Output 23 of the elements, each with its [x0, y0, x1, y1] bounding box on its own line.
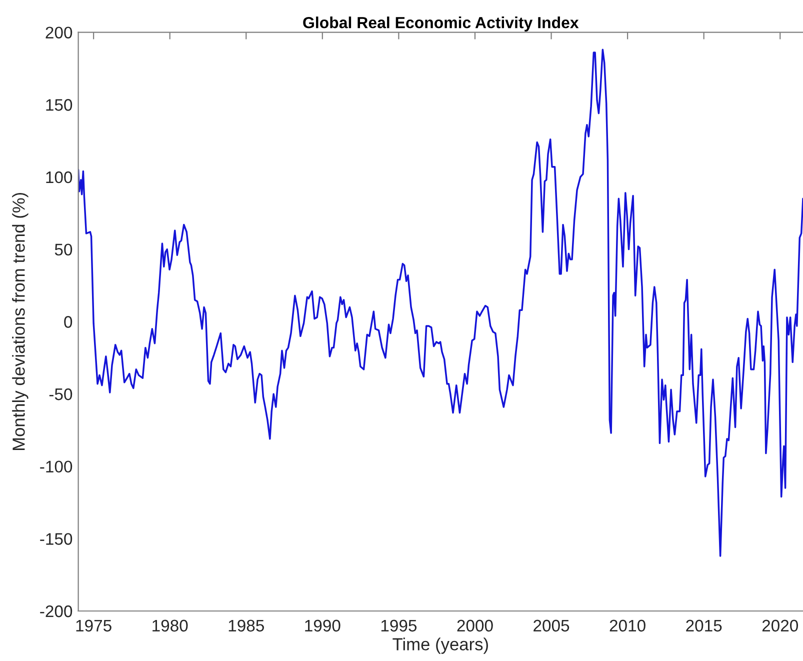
x-tick-label: 1985: [228, 620, 264, 632]
x-tick-label: 2005: [534, 620, 570, 632]
x-tick-label: 1995: [381, 620, 417, 632]
y-tick-label: 0: [64, 316, 72, 328]
x-tick-label: 1990: [305, 620, 340, 632]
y-tick-label: -50: [49, 388, 72, 400]
x-tick-label: 2010: [610, 620, 646, 632]
y-axis-title: Monthly deviations from trend (%): [12, 192, 28, 450]
y-tick-label: -200: [40, 605, 72, 618]
y-tick-label: 150: [46, 99, 72, 111]
x-axis-title: Time (years): [392, 638, 488, 654]
chart-title: Global Real Economic Activity Index: [303, 16, 579, 32]
x-tick-label: 2015: [686, 620, 722, 632]
y-tick-label: 100: [46, 171, 72, 184]
x-tick-label: 2000: [457, 620, 493, 632]
y-tick-label: -150: [40, 533, 72, 545]
x-tick-label: 1975: [76, 620, 112, 632]
line-series: [78, 48, 803, 557]
y-tick-label: 50: [54, 244, 72, 256]
x-tick-label: 2020: [762, 620, 798, 632]
y-tick-label: 200: [46, 26, 72, 39]
x-tick-label: 1980: [152, 620, 188, 632]
y-tick-label: -100: [40, 460, 72, 473]
